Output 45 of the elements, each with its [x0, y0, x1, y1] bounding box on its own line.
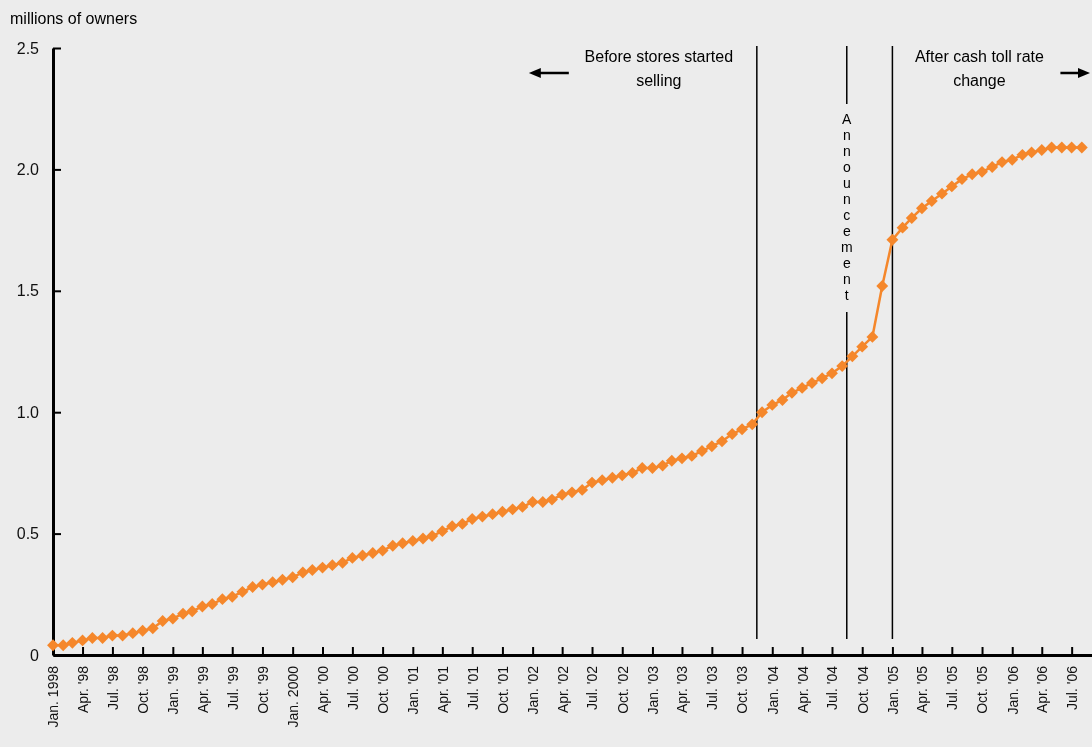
x-tick-label: Oct. '04 — [854, 665, 871, 714]
x-tick-label: Oct. '98 — [135, 665, 152, 714]
x-tick-label: Apr. '05 — [914, 665, 931, 714]
x-tick-label: Apr. '06 — [1034, 665, 1051, 714]
x-tick-label: Oct. '02 — [614, 665, 631, 714]
x-tick-label: Jan. '02 — [525, 665, 542, 715]
x-tick-label: Apr. '04 — [794, 665, 811, 714]
y-tick-label: 0 — [30, 646, 40, 664]
text: Announcement — [840, 111, 853, 303]
x-tick-label: Apr. '02 — [554, 665, 571, 714]
y-tick-label: 1.0 — [16, 403, 40, 421]
x-tick-label: Jan. '99 — [165, 665, 182, 715]
x-tick-label: Apr. '01 — [434, 665, 451, 714]
x-tick-label: Jan. '04 — [764, 665, 781, 715]
x-tick-label: Jan. '01 — [405, 665, 422, 715]
x-tick-label: Jul. '98 — [104, 665, 121, 710]
x-tick-label: Oct. '03 — [734, 665, 751, 714]
x-tick-label: Oct. '05 — [974, 665, 991, 714]
x-tick-label: Jul. '04 — [824, 665, 841, 710]
x-tick-label: Apr. '00 — [314, 665, 331, 714]
y-tick-label: 2.5 — [16, 39, 40, 57]
x-tick-label: Jan. '06 — [1004, 665, 1021, 715]
y-tick-label: 2.0 — [16, 161, 40, 179]
x-tick-label: Jul. '01 — [464, 665, 481, 710]
x-tick-label: Jan. 1998 — [45, 665, 62, 728]
y-tick-label: 0.5 — [16, 525, 40, 543]
x-tick-label: Jan. '03 — [644, 665, 661, 715]
x-tick-label: Apr. '03 — [674, 665, 691, 714]
x-tick-label: Jul. '05 — [944, 665, 961, 710]
ref-line-label: After cash toll rate change — [914, 48, 1044, 89]
x-tick-label: Apr. '98 — [74, 665, 91, 714]
x-tick-label: Jul. '02 — [584, 665, 601, 710]
ref-line-label: Before stores started selling — [584, 48, 734, 89]
x-tick-label: Jul. '00 — [344, 665, 361, 710]
x-tick-label: Jul. '06 — [1064, 665, 1081, 710]
x-tick-label: Jan. '05 — [884, 665, 901, 715]
x-tick-label: Oct. '01 — [494, 665, 511, 714]
x-tick-label: Jan. 2000 — [285, 665, 302, 728]
y-axis-title: millions of owners — [10, 10, 138, 27]
x-tick-label: Apr. '99 — [194, 665, 211, 714]
x-tick-label: Jul. '03 — [704, 665, 721, 710]
y-tick-label: 1.5 — [16, 282, 40, 300]
x-tick-label: Jul. '99 — [224, 665, 241, 710]
x-tick-label: Oct. '99 — [254, 665, 271, 714]
x-tick-label: Oct. '00 — [374, 665, 391, 714]
